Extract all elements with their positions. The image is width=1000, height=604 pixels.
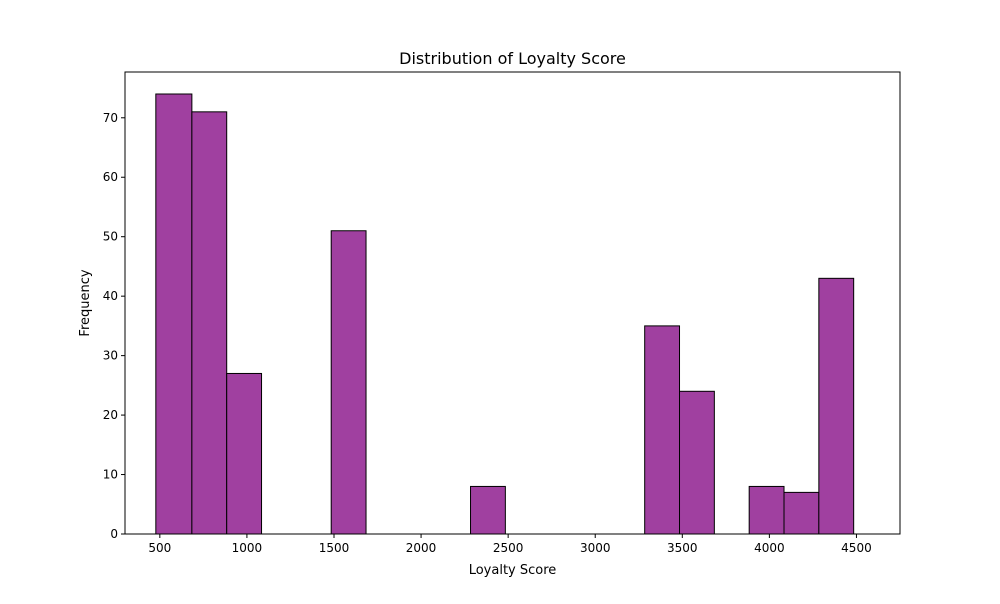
- x-tick-label: 4000: [754, 541, 785, 555]
- plot-frame: [124, 71, 901, 535]
- x-axis-ticks: 500 1000 1500 2000 2500 3000 3500 4000 4500: [148, 534, 872, 555]
- x-tick-label: 1000: [232, 541, 263, 555]
- histogram-bar: [155, 93, 193, 535]
- y-tick-label: 10: [103, 468, 118, 482]
- y-tick-label: 0: [110, 527, 118, 541]
- x-tick-label: 1500: [319, 541, 350, 555]
- histogram-bar: [644, 325, 681, 535]
- histogram-bar: [679, 390, 715, 535]
- histogram-bar: [783, 491, 820, 535]
- y-tick-label: 70: [103, 111, 118, 125]
- histogram-bar: [191, 111, 228, 535]
- histogram-bar: [330, 230, 367, 535]
- bars-group: [155, 93, 855, 535]
- y-tick-label: 60: [103, 170, 118, 184]
- y-axis-ticks: 0 10 20 30 40 50 60 70: [103, 111, 125, 541]
- histogram-bar: [748, 485, 785, 535]
- histogram-bar: [470, 485, 506, 535]
- x-tick-label: 2500: [493, 541, 524, 555]
- x-axis-label: Loyalty Score: [469, 563, 557, 578]
- y-axis-label: Frequency: [78, 269, 93, 336]
- x-tick-label: 2000: [406, 541, 437, 555]
- y-tick-label: 20: [103, 408, 118, 422]
- x-tick-label: 3000: [580, 541, 611, 555]
- y-tick-label: 40: [103, 289, 118, 303]
- x-tick-label: 3500: [667, 541, 698, 555]
- histogram-bar: [818, 277, 855, 535]
- y-tick-label: 30: [103, 349, 118, 363]
- chart-title: Distribution of Loyalty Score: [399, 49, 626, 68]
- y-tick-label: 50: [103, 230, 118, 244]
- histogram-bar: [226, 372, 263, 535]
- x-tick-label: 500: [148, 541, 171, 555]
- x-tick-label: 4500: [841, 541, 872, 555]
